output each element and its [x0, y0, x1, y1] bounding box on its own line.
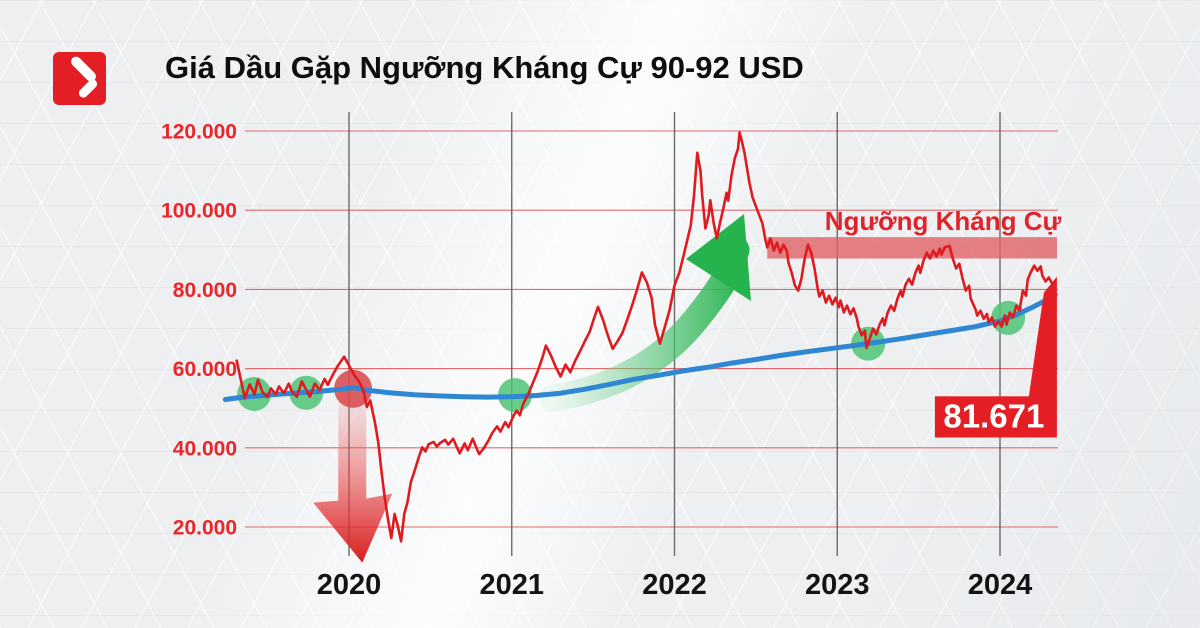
resistance-label: Ngưỡng Kháng Cự — [825, 206, 1062, 236]
moving-average-line — [222, 292, 1058, 402]
y-axis-label: 40.000 — [173, 437, 237, 460]
x-axis-label: 2023 — [805, 569, 870, 601]
page-title: Giá Dầu Gặp Ngưỡng Kháng Cự 90-92 USD — [165, 50, 804, 85]
x-axis-label: 2020 — [317, 569, 382, 601]
y-axis-label: 20.000 — [173, 517, 237, 540]
crash-down-arrow — [313, 392, 393, 563]
price-callout-value: 81.671 — [943, 398, 1044, 435]
x-axis-label: 2022 — [642, 569, 707, 601]
y-axis-label: 80.000 — [173, 279, 237, 302]
x-axis-label: 2021 — [479, 569, 544, 601]
resistance-band — [767, 237, 1057, 259]
y-axis-label: 100.000 — [161, 200, 237, 223]
brand-logo — [53, 52, 106, 105]
rally-up-arrow-head — [686, 214, 751, 301]
y-axis-label: 120.000 — [161, 121, 237, 144]
x-axis-label: 2024 — [968, 569, 1033, 601]
y-axis-label: 60.000 — [173, 358, 237, 381]
price-line — [235, 131, 1057, 543]
price-callout-box — [934, 396, 1053, 438]
